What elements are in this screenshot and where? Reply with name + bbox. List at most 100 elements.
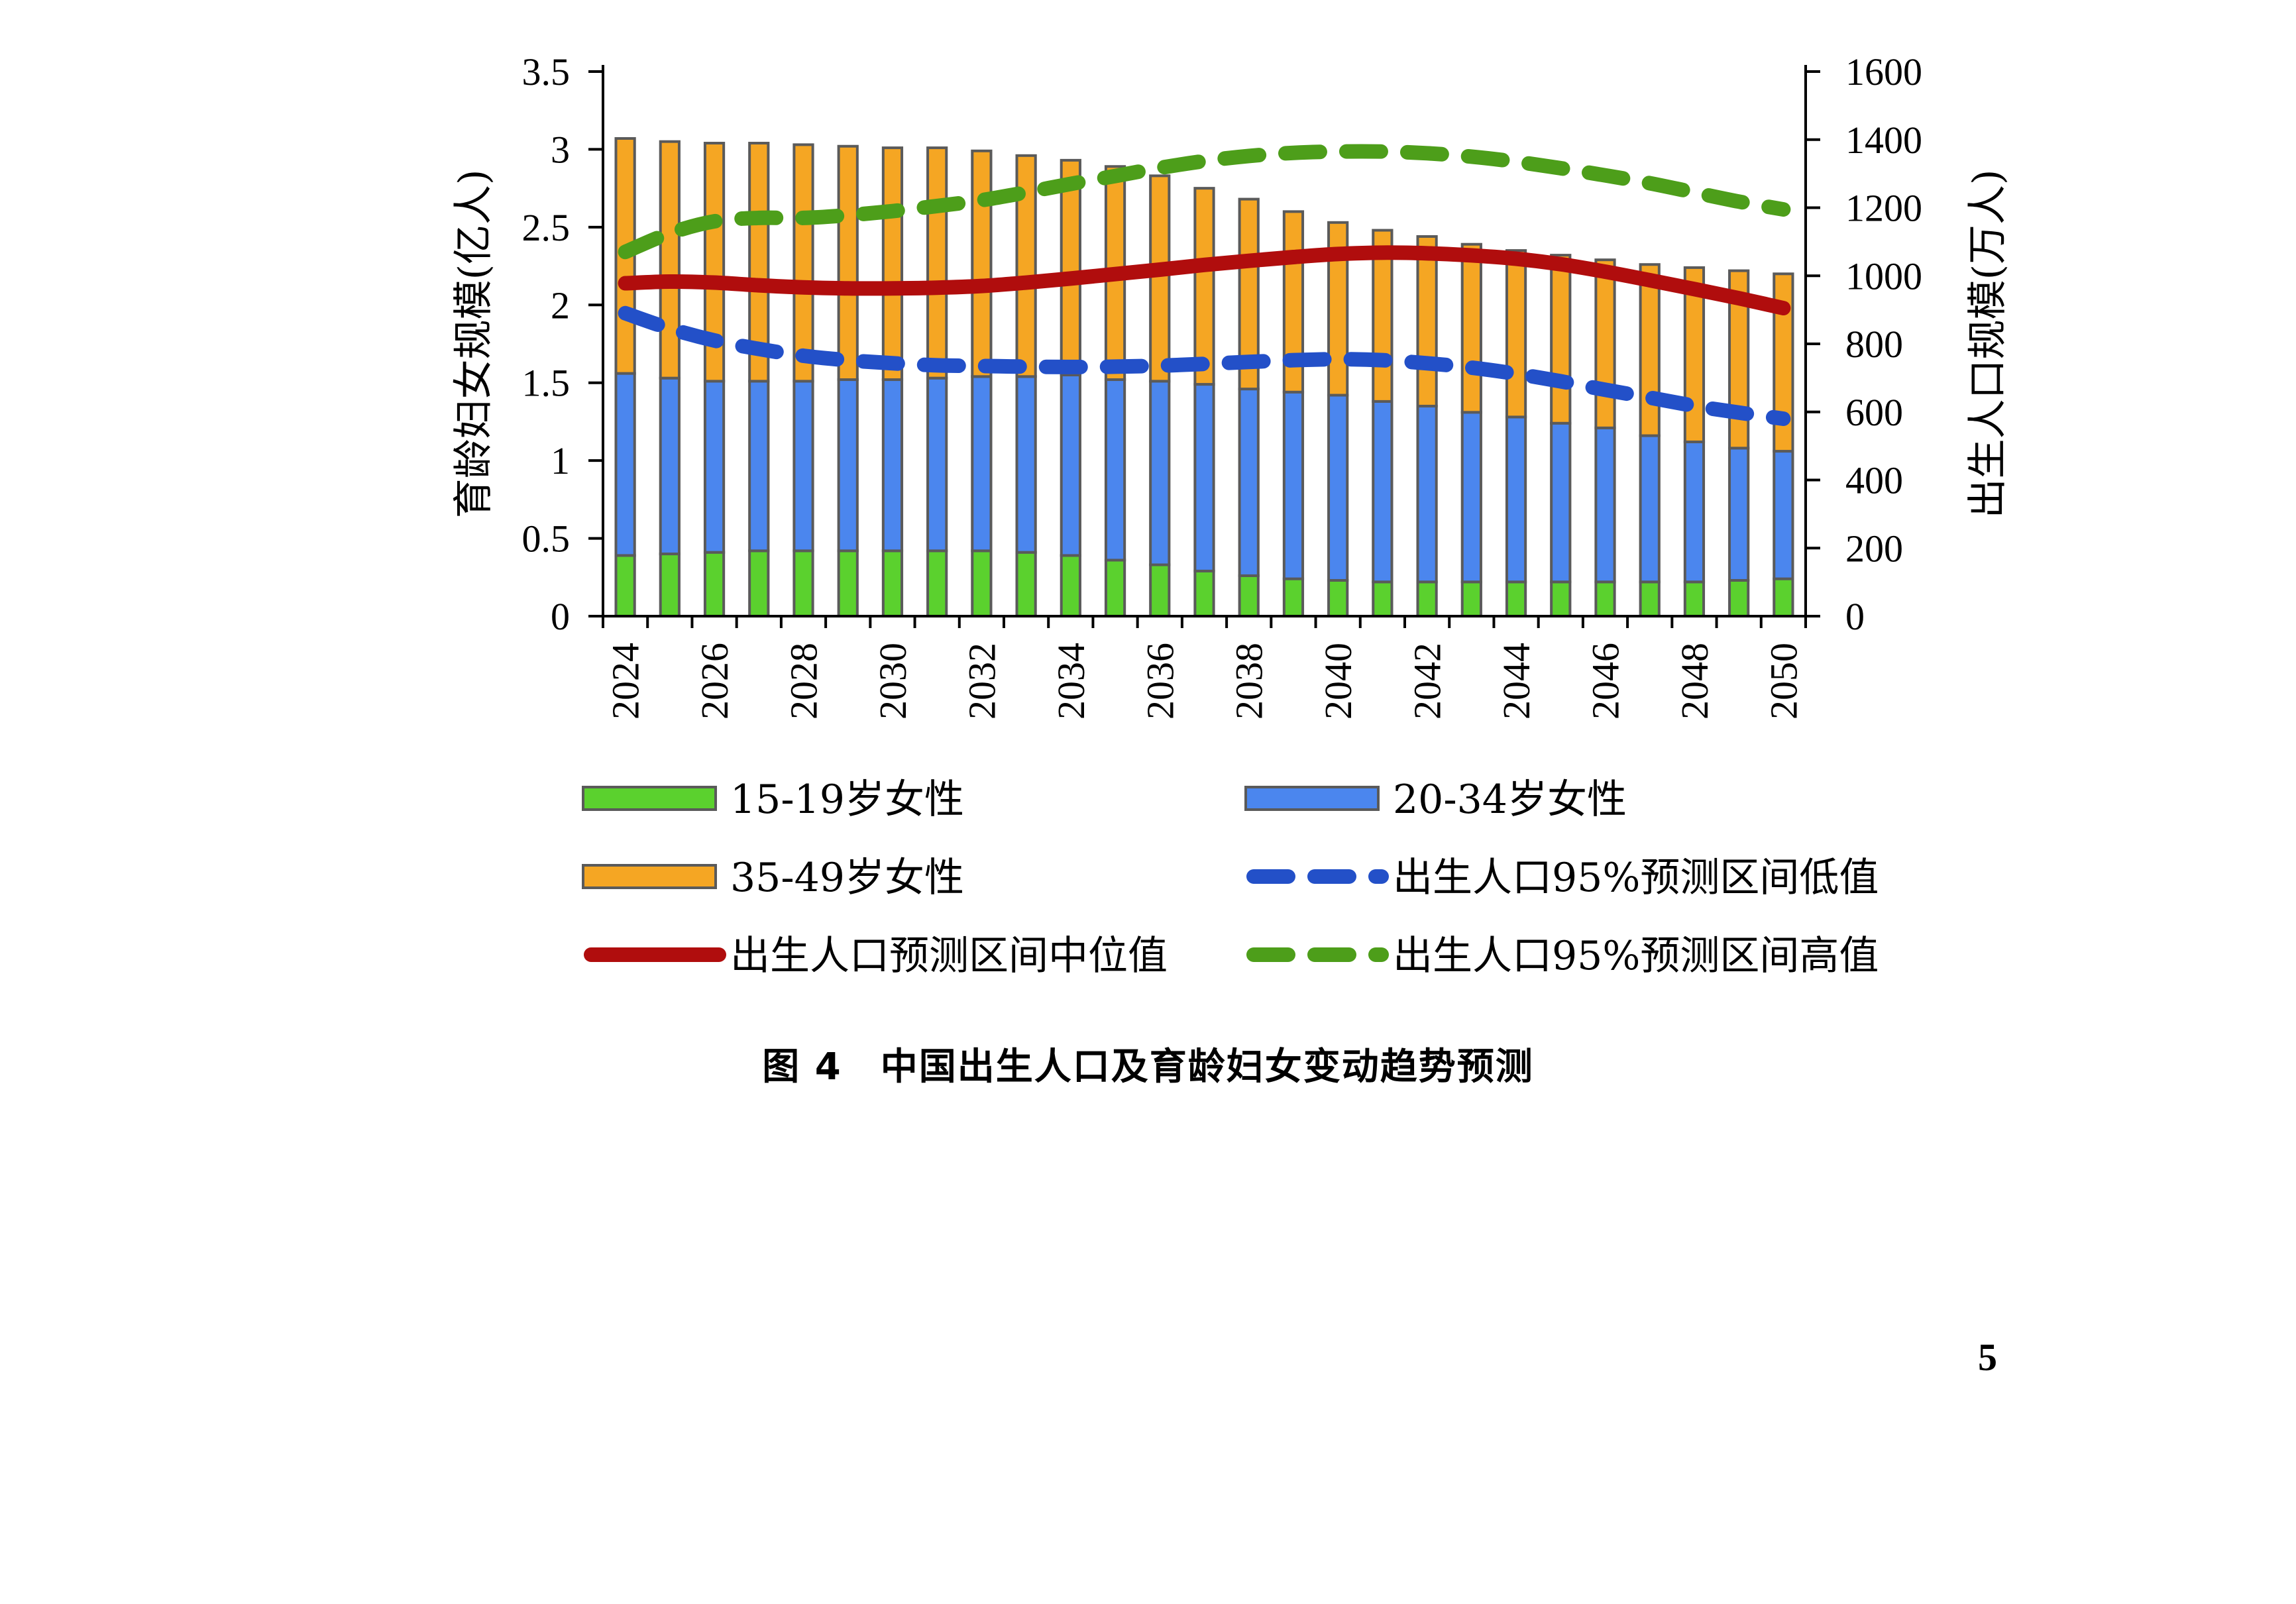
y-right-axis-title: 出生人口规模(万人): [1965, 170, 2011, 519]
bar-2030-series-2: [881, 146, 904, 382]
legend-label-0: 15-19岁女性: [730, 776, 964, 823]
legend-label-4: 出生人口预测区间中位值: [730, 933, 1168, 979]
bar-2025-series-1: [659, 376, 681, 556]
bar-2026-series-1: [703, 380, 726, 554]
bar-2047-series-1: [1639, 434, 1661, 584]
bar-2042-series-2: [1416, 235, 1438, 407]
y-left-tick-label: 1: [551, 439, 570, 482]
y-right-tick-label: 800: [1845, 323, 1903, 366]
bar-2042-series-1: [1416, 404, 1438, 584]
bar-2039-series-0: [1282, 577, 1305, 617]
bar-2049-series-0: [1728, 578, 1750, 617]
bar-2034-series-1: [1060, 373, 1081, 557]
bar-2024-series-0: [614, 554, 636, 617]
y-right-tick-label: 0: [1845, 595, 1865, 638]
bar-2029-series-1: [837, 378, 859, 553]
bar-2038-series-1: [1238, 388, 1260, 577]
bar-2042-series-0: [1416, 580, 1438, 617]
axes-layer: 0 0.5 1 1.5 2 2.5 3 3.5 0 200 400 600 800 1000 1200 140…: [451, 50, 2011, 720]
y-left-tick-label: 2: [551, 284, 570, 327]
bar-2045-series-2: [1550, 254, 1572, 425]
legend-swatch-bar-1: [1244, 786, 1380, 811]
legend-label-5: 出生人口95%预测区间高值: [1393, 933, 1879, 979]
bar-2024-series-1: [614, 372, 636, 557]
bar-2033-series-0: [1015, 551, 1037, 617]
legend-label-3: 出生人口95%预测区间低值: [1393, 855, 1879, 901]
x-tick-label: 2036: [1138, 643, 1181, 720]
bar-2043-series-2: [1460, 242, 1482, 414]
x-tick-label: 2034: [1050, 643, 1093, 720]
y-right-tick-label: 200: [1845, 527, 1903, 570]
bar-2037-series-0: [1193, 569, 1215, 617]
bar-2046-series-1: [1594, 426, 1616, 584]
bar-2027-series-2: [748, 142, 770, 383]
y-right-tick-label: 400: [1845, 459, 1903, 502]
bar-2048-series-1: [1683, 440, 1706, 584]
page-number: 5: [1978, 1336, 1997, 1379]
x-tick-label: 2044: [1495, 643, 1538, 720]
bar-2045-series-0: [1550, 580, 1572, 617]
y-left-tick-label: 0: [551, 595, 570, 638]
bar-2032-series-2: [971, 149, 993, 378]
bar-2035-series-1: [1104, 378, 1126, 562]
y-right-tick-label: 1200: [1845, 187, 1922, 230]
bar-2030-series-0: [881, 549, 904, 617]
bar-2029-series-2: [837, 144, 859, 382]
bar-2037-series-1: [1193, 383, 1215, 572]
legend-label-1: 20-34岁女性: [1393, 776, 1627, 823]
bar-2049-series-1: [1728, 447, 1750, 582]
bars-layer: [614, 136, 1794, 617]
chart: 0 0.5 1 1.5 2 2.5 3 3.5 0 200 400 600 800 1000 1200 140…: [451, 50, 2011, 979]
bar-2032-series-0: [971, 549, 993, 617]
bar-2031-series-2: [926, 146, 948, 380]
bar-2047-series-0: [1639, 580, 1661, 617]
bar-2050-series-0: [1773, 577, 1794, 617]
bar-2040-series-0: [1327, 578, 1349, 617]
bar-2033-series-1: [1015, 375, 1037, 554]
y-right-tick-label: 600: [1845, 391, 1903, 434]
y-right-tick-label: 1000: [1845, 254, 1922, 297]
x-tick-label: 2030: [871, 643, 914, 720]
bar-2041-series-0: [1372, 580, 1394, 617]
x-tick-label: 2042: [1406, 643, 1449, 720]
bar-2034-series-0: [1060, 554, 1081, 617]
bar-2043-series-0: [1460, 580, 1482, 617]
x-tick-label: 2038: [1228, 643, 1271, 720]
bar-2048-series-0: [1683, 580, 1706, 617]
bar-2044-series-1: [1505, 415, 1527, 584]
y-right-tick-label: 1600: [1845, 50, 1922, 93]
bar-2036-series-2: [1149, 174, 1171, 383]
bar-2034-series-2: [1060, 158, 1081, 376]
line-series-0: [618, 305, 1791, 427]
bar-2045-series-1: [1550, 421, 1572, 584]
y-left-tick-label: 0.5: [522, 517, 571, 561]
figure-caption: 图 4 中国出生人口及育龄妇女变动趋势预测: [762, 1045, 1534, 1089]
bar-2044-series-2: [1505, 249, 1527, 419]
x-tick-label: 2024: [604, 643, 647, 720]
bar-2037-series-2: [1193, 187, 1215, 386]
bar-2032-series-1: [971, 375, 993, 553]
bar-2047-series-2: [1639, 263, 1661, 437]
bar-2027-series-0: [748, 549, 770, 617]
bar-2031-series-1: [926, 376, 948, 553]
bar-2046-series-2: [1594, 258, 1616, 429]
legend-swatch-bar-0: [582, 786, 717, 811]
bar-2025-series-0: [659, 553, 681, 617]
y-right-tick-label: 1400: [1845, 119, 1922, 162]
bar-2029-series-0: [837, 549, 859, 617]
bar-2039-series-1: [1282, 390, 1305, 580]
x-tick-label: 2050: [1762, 643, 1805, 720]
y-left-tick-label: 2.5: [522, 206, 571, 249]
legend-swatch-bar-2: [582, 864, 717, 889]
bar-2038-series-0: [1238, 574, 1260, 617]
x-tick-label: 2026: [693, 643, 736, 720]
line-series-2: [618, 144, 1791, 260]
bar-2044-series-0: [1505, 580, 1527, 617]
bar-2025-series-2: [659, 140, 681, 380]
bar-2040-series-1: [1327, 394, 1349, 582]
bar-2043-series-1: [1460, 411, 1482, 584]
bar-2028-series-1: [793, 380, 814, 553]
bar-2027-series-1: [748, 380, 770, 553]
x-tick-label: 2040: [1317, 643, 1360, 720]
bar-2035-series-0: [1104, 559, 1126, 617]
